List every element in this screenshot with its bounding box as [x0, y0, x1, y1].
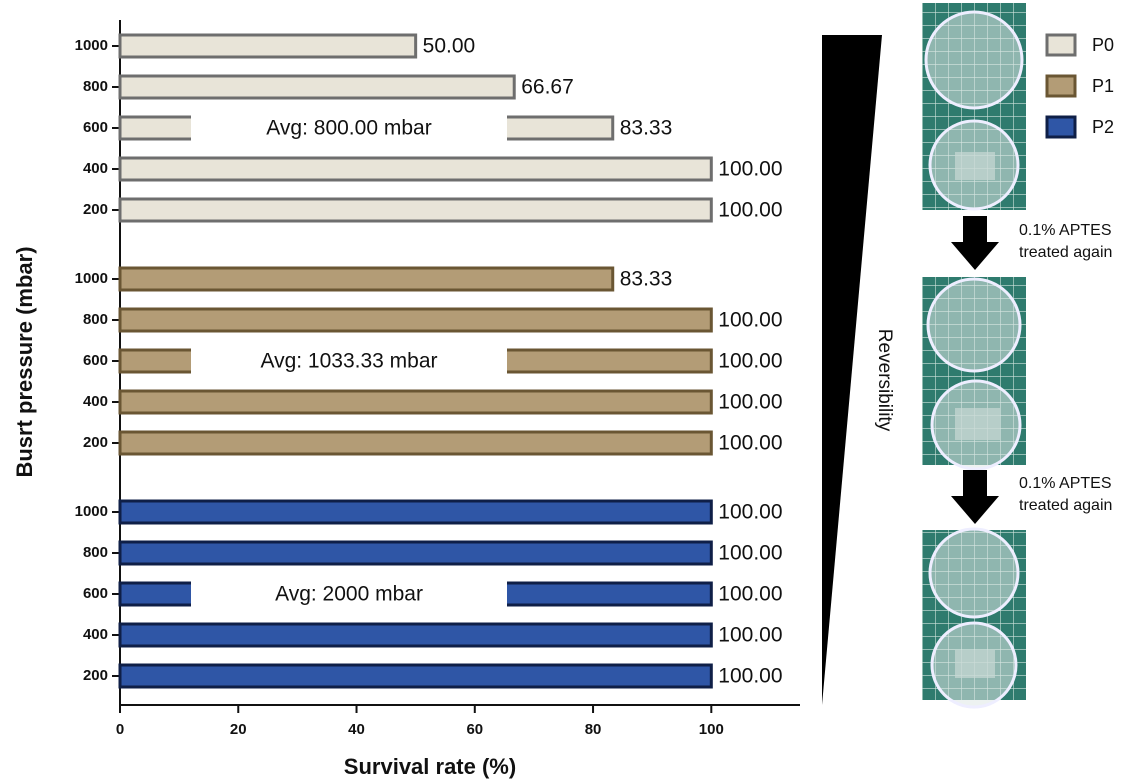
y-tick-label: 800: [83, 78, 108, 95]
y-tick-label: 1000: [75, 503, 108, 520]
legend-label: P2: [1092, 117, 1114, 137]
dish: [928, 279, 1020, 371]
y-tick-label: 200: [83, 434, 108, 451]
y-axis-title: Busrt pressure (mbar): [12, 246, 37, 477]
photos: [922, 3, 1026, 707]
value-label: 100.00: [718, 350, 782, 373]
x-tick-label: 60: [466, 721, 483, 738]
value-label: 50.00: [423, 35, 476, 58]
legend-swatch: [1047, 35, 1075, 55]
value-label: 66.67: [521, 76, 574, 99]
chip: [955, 408, 1000, 440]
bar: [120, 199, 711, 221]
chip: [955, 650, 995, 678]
y-tick-label: 400: [83, 393, 108, 410]
y-tick-label: 800: [83, 544, 108, 561]
bar: [120, 76, 514, 98]
y-tick-label: 400: [83, 626, 108, 643]
y-tick-label: 1000: [75, 270, 108, 287]
y-tick-label: 400: [83, 160, 108, 177]
y-tick-label: 800: [83, 311, 108, 328]
value-label: 100.00: [718, 624, 782, 647]
note: treated again: [1019, 244, 1112, 261]
x-tick-label: 100: [699, 721, 724, 738]
note: 0.1% APTES: [1019, 222, 1112, 239]
value-label: 100.00: [718, 583, 782, 606]
bar: [120, 268, 613, 290]
chart: Survival rate (%) Busrt pressure (mbar) …: [0, 0, 1140, 784]
value-label: 83.33: [620, 268, 673, 291]
annotation: Avg: 800.00 mbar: [266, 117, 431, 140]
value-label: 100.00: [718, 309, 782, 332]
x-axis-title: Survival rate (%): [344, 754, 516, 779]
note: 0.1% APTES: [1019, 475, 1112, 492]
y-tick-label: 200: [83, 667, 108, 684]
chip: [955, 152, 995, 180]
value-label: 83.33: [620, 117, 673, 140]
bar: [120, 432, 711, 454]
value-label: 100.00: [718, 432, 782, 455]
legend-swatch: [1047, 117, 1075, 137]
value-label: 100.00: [718, 542, 782, 565]
x-tick-label: 80: [585, 721, 602, 738]
y-tick-label: 600: [83, 119, 108, 136]
value-label: 100.00: [718, 665, 782, 688]
x-tick-label: 20: [230, 721, 247, 738]
bar: [120, 309, 711, 331]
bar: [120, 501, 711, 523]
note: treated again: [1019, 497, 1112, 514]
value-label: 100.00: [718, 391, 782, 414]
bar: [120, 665, 711, 687]
legend-label: P0: [1092, 35, 1114, 55]
legend-swatch: [1047, 76, 1075, 96]
x-tick-label: 40: [348, 721, 365, 738]
arrow: [951, 470, 999, 524]
annotation: Avg: 1033.33 mbar: [260, 350, 437, 373]
value-label: 100.00: [718, 158, 782, 181]
arrow: [951, 216, 999, 270]
bar: [120, 542, 711, 564]
bar: [120, 391, 711, 413]
y-tick-label: 600: [83, 585, 108, 602]
y-tick-label: 200: [83, 201, 108, 218]
bar: [120, 158, 711, 180]
bar: [120, 35, 416, 57]
value-label: 100.00: [718, 199, 782, 222]
bar: [120, 624, 711, 646]
dish: [930, 529, 1018, 617]
y-tick-label: 600: [83, 352, 108, 369]
x-tick-label: 0: [116, 721, 124, 738]
annotation: Avg: 2000 mbar: [275, 583, 423, 606]
value-label: 100.00: [718, 501, 782, 524]
reversibility-wedge: [822, 35, 882, 705]
side-label: Reversibility: [874, 329, 895, 432]
dish: [926, 12, 1022, 108]
y-tick-label: 1000: [75, 37, 108, 54]
legend-label: P1: [1092, 76, 1114, 96]
